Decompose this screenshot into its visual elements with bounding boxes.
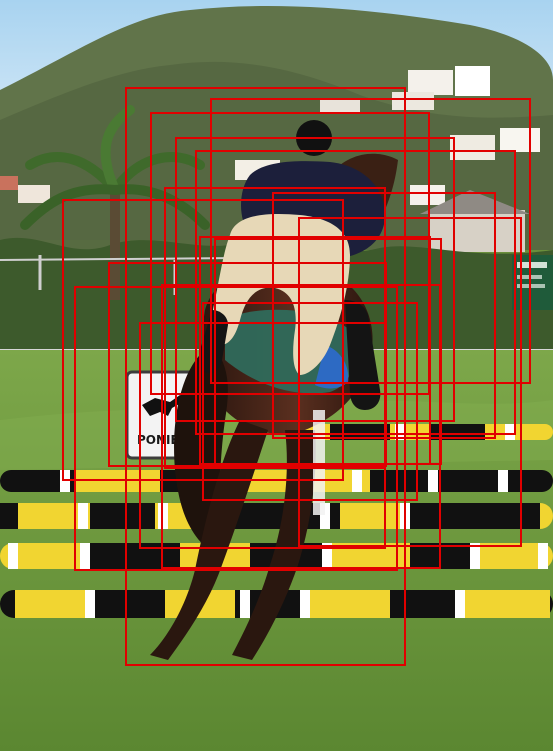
green-signboard — [512, 255, 553, 310]
jump-standard — [313, 410, 325, 515]
sign-text: PONIE — [137, 433, 179, 447]
